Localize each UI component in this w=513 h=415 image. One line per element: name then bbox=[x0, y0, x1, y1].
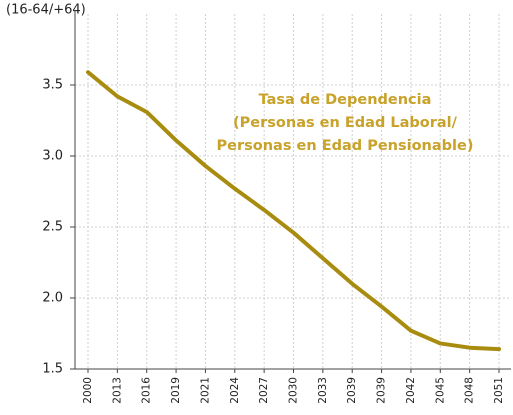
x-tick-label: 2030 bbox=[288, 377, 300, 404]
x-tick-label: 2016 bbox=[141, 377, 153, 404]
x-tick-label: 2039 bbox=[376, 377, 388, 404]
x-tick-label: 2013 bbox=[111, 377, 123, 404]
x-tick-label: 2033 bbox=[317, 377, 329, 404]
x-tick-label: 2042 bbox=[405, 377, 417, 404]
x-tick-label: 2045 bbox=[434, 377, 446, 404]
x-tick-label: 2021 bbox=[199, 377, 211, 404]
y-tick-label: 2.0 bbox=[42, 291, 63, 306]
x-tick-label: 2051 bbox=[493, 377, 505, 404]
x-tick-label: 2048 bbox=[464, 377, 476, 404]
y-tick-label: 1.5 bbox=[42, 362, 63, 377]
y-axis-label: (16-64/+64) bbox=[6, 3, 86, 18]
y-tick-label: 3.0 bbox=[42, 149, 63, 164]
annotation: Tasa de Dependencia bbox=[259, 92, 432, 108]
x-tick-label: 2019 bbox=[170, 377, 182, 404]
annotation: Personas en Edad Pensionable) bbox=[217, 138, 474, 154]
x-tick-label: 2024 bbox=[229, 377, 241, 404]
x-tick-label: 2039 bbox=[346, 377, 358, 404]
x-tick-label: 2000 bbox=[82, 377, 94, 404]
y-tick-label: 3.5 bbox=[42, 78, 63, 93]
y-tick-label: 2.5 bbox=[42, 220, 63, 235]
annotation: (Personas en Edad Laboral/ bbox=[233, 115, 458, 131]
x-tick-label: 2027 bbox=[258, 377, 270, 404]
data-line bbox=[86, 70, 501, 352]
